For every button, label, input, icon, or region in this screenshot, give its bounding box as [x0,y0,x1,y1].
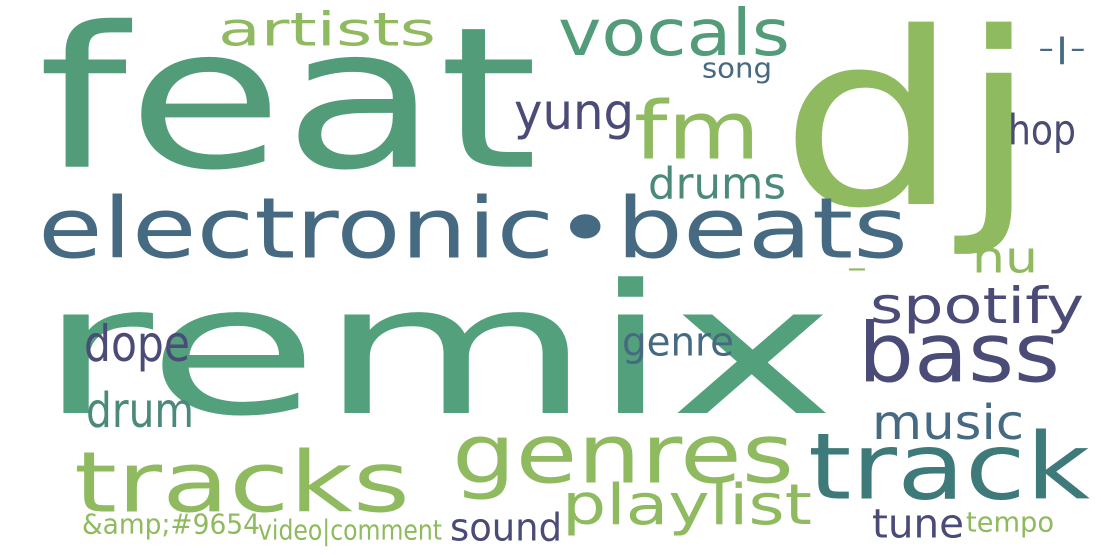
word-electronic-beats: electronic•beats [38,180,909,279]
word-tracks: tracks [74,434,411,533]
word-spotify: spotify [870,278,1085,336]
word-dj: dj [780,0,1038,261]
word-tune: tune [872,500,964,548]
word-remix: remix [38,247,836,457]
word-genre: genre [622,318,734,366]
word-drums: drums [648,157,786,210]
word-fm: fm [634,85,760,179]
word-song: song [702,51,773,85]
word-hop: hop [1008,106,1076,156]
word-sound: sound [450,506,563,551]
word-tempo: tempo [966,505,1054,539]
word-feat: feat [38,0,538,214]
word-playlist: playlist [562,473,812,538]
word-bass: bass [858,305,1060,402]
word-genres: genres [452,406,794,503]
word-yung: yung [514,84,635,142]
word-separator: -|- [1038,31,1087,65]
word-dash: - [846,253,868,284]
word-vocals: vocals [558,0,791,71]
word-dope: dope [84,316,191,374]
word-drum: drum [86,383,195,439]
word-video-comment: video|comment [258,513,442,547]
word-artists: artists [218,3,437,58]
word-music: music [872,395,1024,451]
word-html-entity: &amp;#9654 [82,507,261,541]
word-nu: nu [972,231,1038,284]
word-track: track [808,414,1090,522]
